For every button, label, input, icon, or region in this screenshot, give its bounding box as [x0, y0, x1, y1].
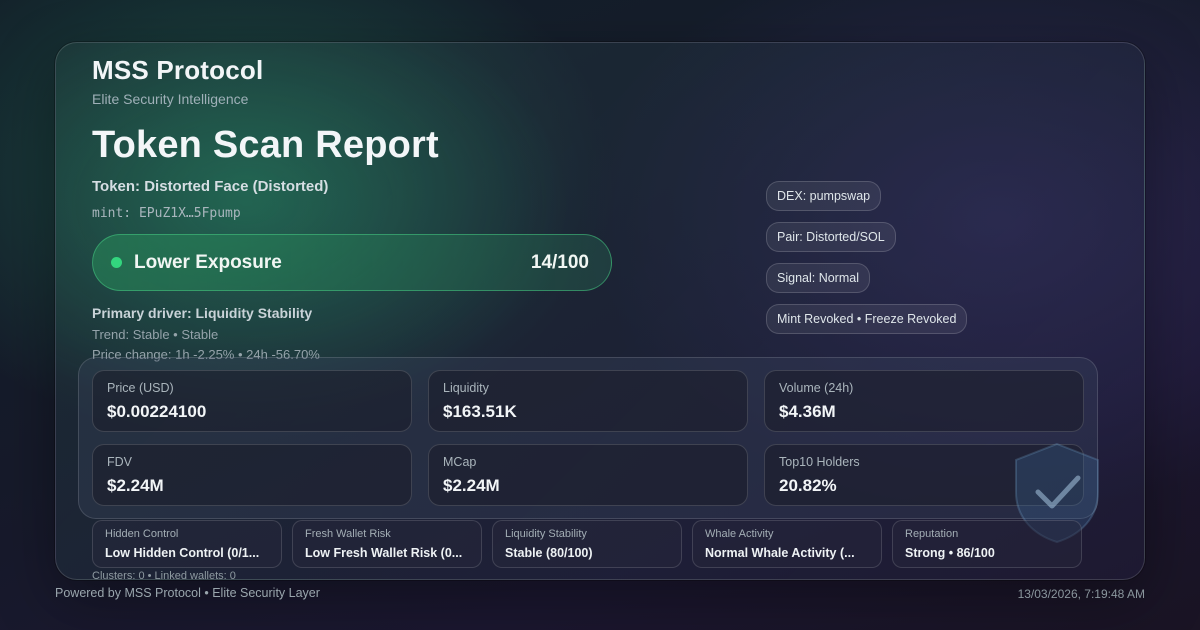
metric-value: 20.82%	[779, 476, 837, 495]
powered-by: Powered by MSS Protocol • Elite Security…	[55, 586, 320, 600]
risk-pill-label: Fresh Wallet Risk	[305, 528, 391, 540]
mint-address: mint: EPuZ1X…5Fpump	[92, 206, 241, 221]
token-name: Token: Distorted Face (Distorted)	[92, 178, 329, 195]
risk-pill-value: Strong • 86/100	[905, 546, 995, 560]
metric-label: Top10 Holders	[779, 455, 860, 469]
timestamp: 13/03/2026, 7:19:48 AM	[1017, 587, 1145, 601]
risk-pill-label: Reputation	[905, 528, 959, 540]
metric-price: Price (USD) $0.00224100	[92, 370, 412, 432]
metric-volume: Volume (24h) $4.36M	[764, 370, 1084, 432]
brand-name: MSS Protocol	[92, 55, 264, 85]
risk-pill-value: Normal Whale Activity (...	[705, 546, 855, 560]
metric-label: Price (USD)	[107, 381, 174, 395]
metric-label: Volume (24h)	[779, 381, 854, 395]
exposure-score: 14/100	[530, 251, 589, 273]
metric-value: $0.00224100	[107, 402, 207, 421]
tag-signal: Signal: Normal	[766, 263, 870, 293]
metric-value: $2.24M	[107, 476, 164, 495]
metric-value: $4.36M	[779, 402, 836, 421]
metric-value: $163.51K	[443, 402, 517, 421]
risk-pill-value: Low Fresh Wallet Risk (0...	[305, 546, 463, 560]
risk-pill-label: Hidden Control	[105, 528, 179, 540]
metric-liquidity: Liquidity $163.51K	[428, 370, 748, 432]
risk-pill-liquidity-stability: Liquidity Stability Stable (80/100)	[492, 520, 682, 568]
risk-pill-whale-activity: Whale Activity Normal Whale Activity (..…	[692, 520, 882, 568]
price-change-text: Price change: 1h -2.25% • 24h -56.70%	[92, 347, 320, 362]
clusters-text: Clusters: 0 • Linked wallets: 0	[92, 570, 236, 582]
exposure-label: Lower Exposure	[134, 251, 282, 273]
shield-check-icon	[1015, 442, 1099, 544]
metric-fdv: FDV $2.24M	[92, 444, 412, 506]
risk-pill-hidden-control: Hidden Control Low Hidden Control (0/1..…	[92, 520, 282, 568]
risk-pill-reputation: Reputation Strong • 86/100	[892, 520, 1082, 568]
risk-pill-value: Stable (80/100)	[505, 546, 593, 560]
trend-text: Trend: Stable • Stable	[92, 327, 219, 342]
tag-list: DEX: pumpswap Pair: Distorted/SOL Signal…	[766, 181, 968, 334]
metric-top10-holders: Top10 Holders 20.82%	[764, 444, 1084, 506]
tag-authority: Mint Revoked • Freeze Revoked	[766, 304, 968, 334]
tag-pair: Pair: Distorted/SOL	[766, 222, 896, 252]
metric-label: FDV	[107, 455, 132, 469]
metric-mcap: MCap $2.24M	[428, 444, 748, 506]
metric-label: MCap	[443, 455, 477, 469]
tag-dex: DEX: pumpswap	[766, 181, 882, 211]
exposure-badge: Lower Exposure 14/100	[92, 234, 612, 291]
metric-label: Liquidity	[443, 381, 489, 395]
risk-pill-label: Whale Activity	[705, 528, 774, 540]
risk-pill-label: Liquidity Stability	[505, 528, 587, 540]
primary-driver: Primary driver: Liquidity Stability	[92, 305, 313, 321]
status-dot-icon	[111, 257, 122, 268]
page-title: Token Scan Report	[92, 124, 439, 166]
brand-tagline: Elite Security Intelligence	[92, 91, 249, 107]
risk-pill-fresh-wallet: Fresh Wallet Risk Low Fresh Wallet Risk …	[292, 520, 482, 568]
risk-pill-value: Low Hidden Control (0/1...	[105, 546, 260, 560]
metric-value: $2.24M	[443, 476, 500, 495]
